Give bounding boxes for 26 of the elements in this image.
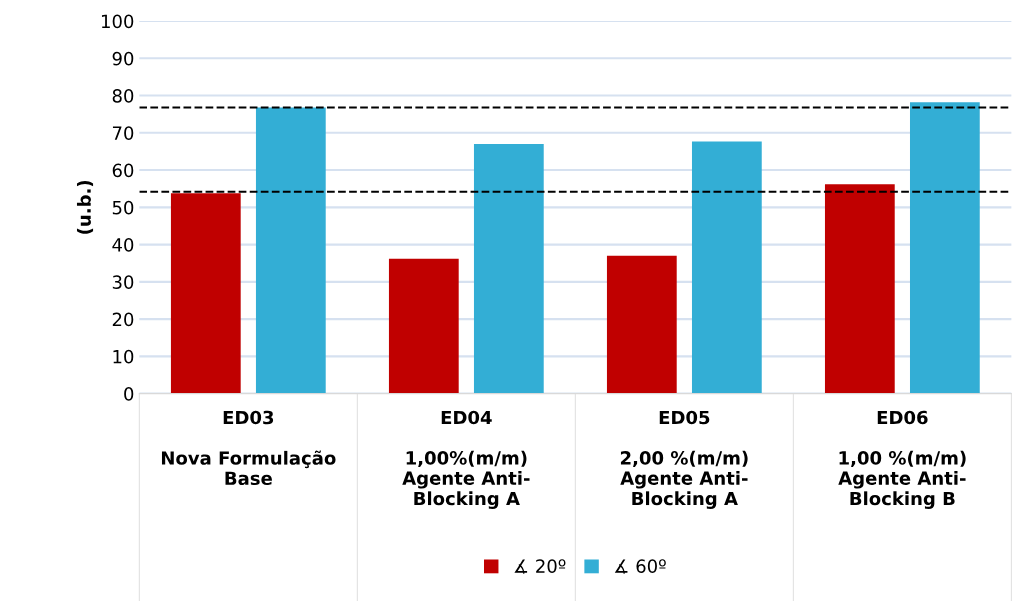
legend-label: ∡ 20º xyxy=(514,559,566,574)
y-tick-label: 100 xyxy=(101,14,134,29)
y-tick-label: 80 xyxy=(112,89,134,103)
y-tick-label: 50 xyxy=(112,200,134,215)
bar xyxy=(473,144,544,394)
bar xyxy=(170,193,241,394)
category-label: ED04 1,00%(m/m) Agente Anti- Blocking A xyxy=(402,410,530,509)
y-tick-label: 10 xyxy=(113,349,134,364)
y-tick-label: 90 xyxy=(112,51,134,66)
bar xyxy=(909,102,980,394)
legend-label: ∡ 60º xyxy=(614,559,666,574)
category-label: ED06 1,00 %(m/m) Agente Anti- Blocking B xyxy=(838,410,966,509)
bar xyxy=(255,107,326,394)
y-tick-label: 0 xyxy=(124,387,134,401)
bar xyxy=(691,141,762,394)
bar xyxy=(606,255,677,394)
y-tick-label: 20 xyxy=(112,312,134,327)
category-label: ED03 Nova Formulação Base xyxy=(161,410,336,486)
bar xyxy=(824,184,895,394)
y-axis-title: (u.b.) xyxy=(76,180,94,234)
y-tick-label: 70 xyxy=(112,126,134,140)
category-label: ED05 2,00 %(m/m) Agente Anti- Blocking A xyxy=(620,410,748,509)
bar xyxy=(388,258,459,394)
y-tick-label: 60 xyxy=(112,163,134,178)
y-tick-label: 40 xyxy=(112,238,134,252)
y-tick-label: 30 xyxy=(112,275,134,289)
